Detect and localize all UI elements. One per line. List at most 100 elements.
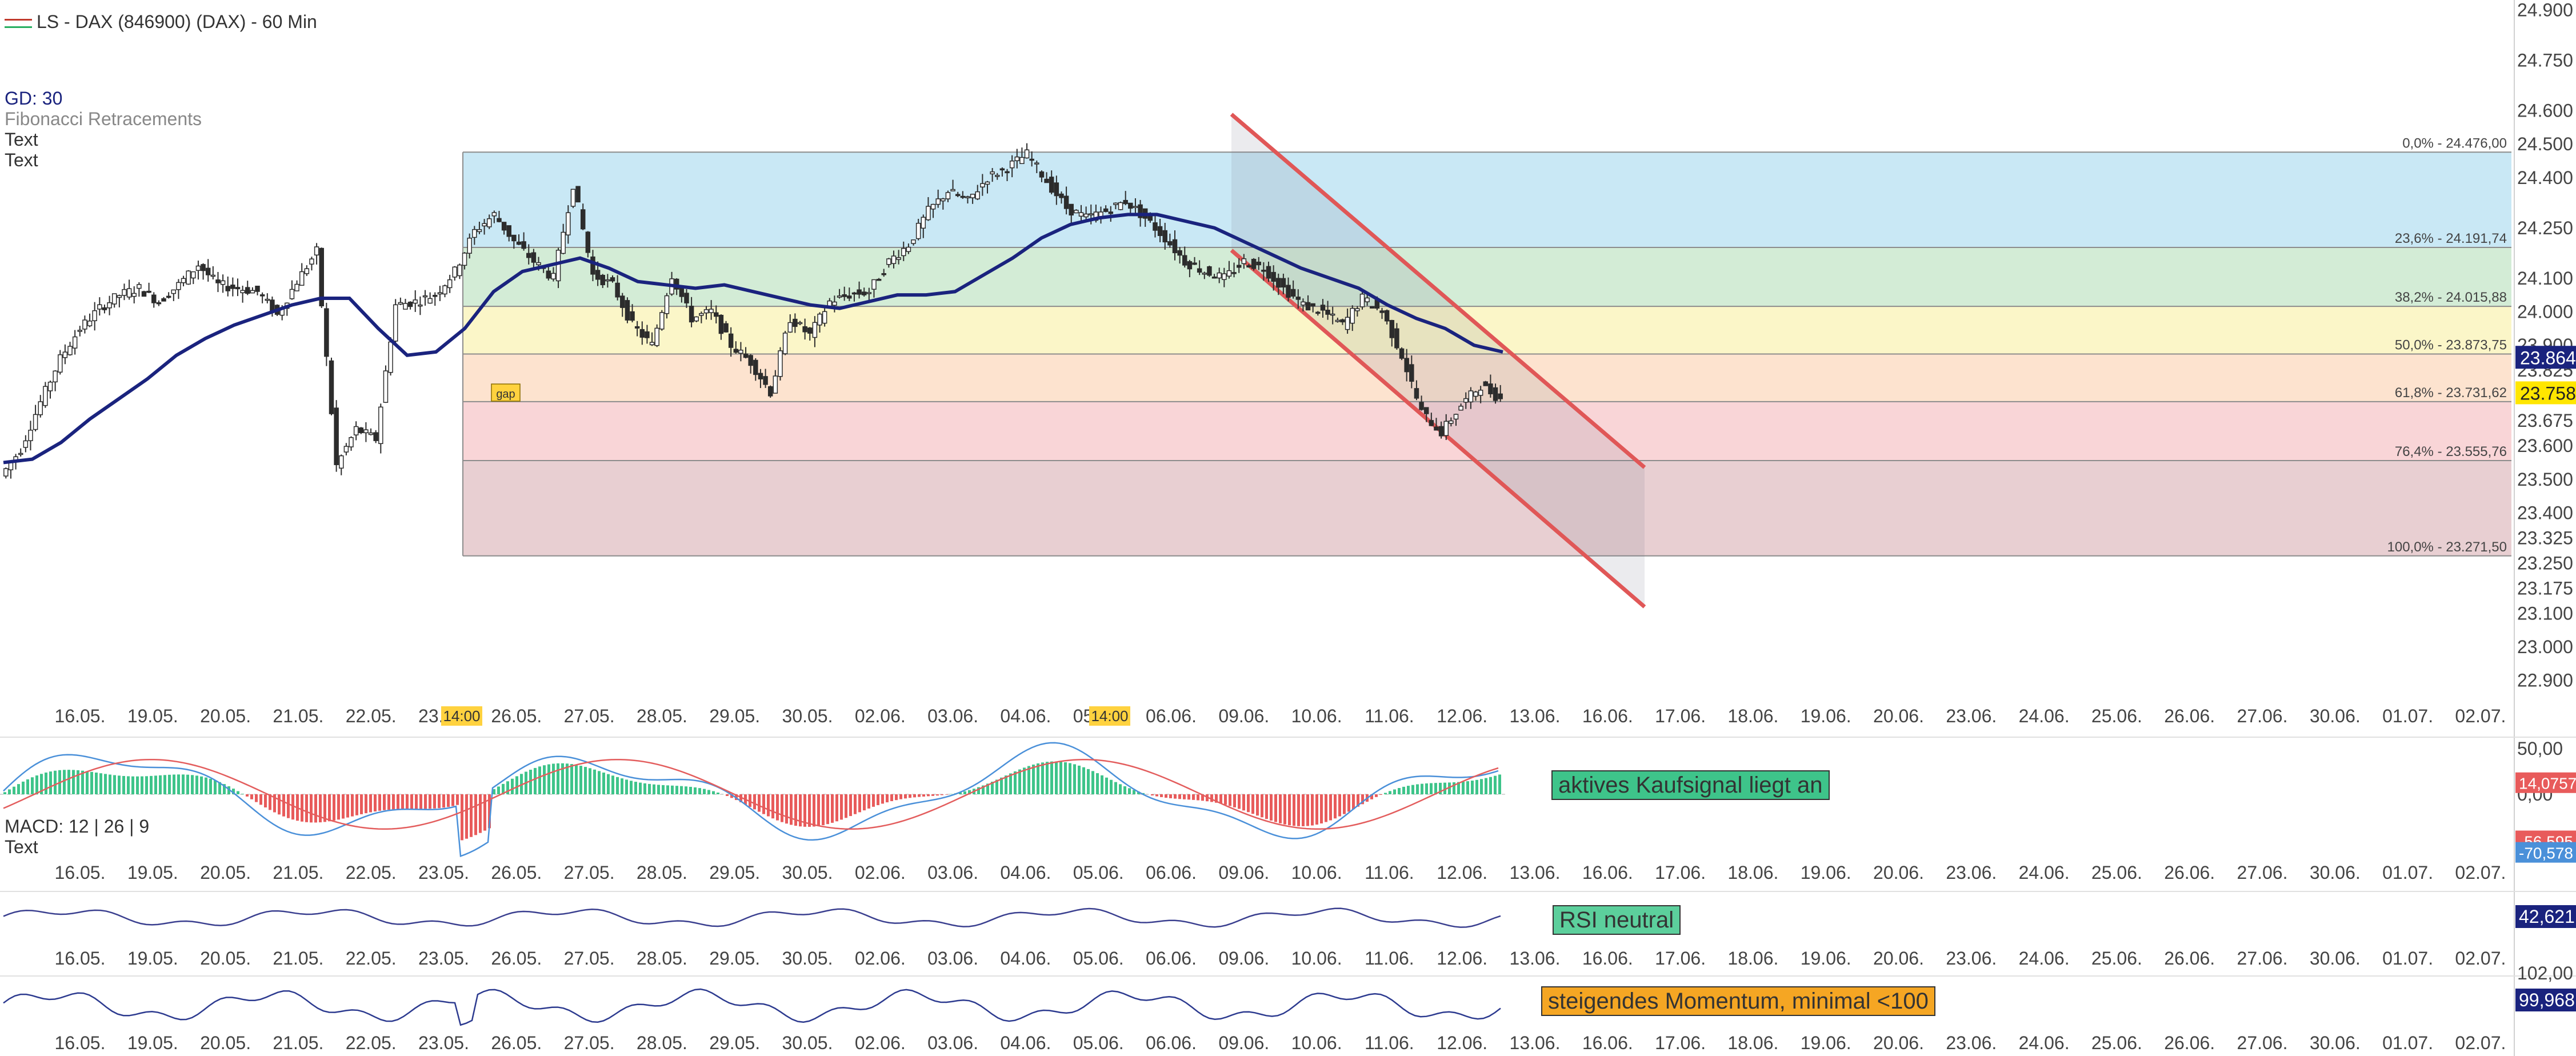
date-tick-label: 28.05. [637, 1033, 687, 1053]
date-tick-label: 20.05. [200, 1033, 251, 1053]
candle-body [822, 311, 827, 324]
date-tick-label: 09.06. [1218, 1033, 1269, 1053]
rsi-line [3, 907, 1501, 928]
candle-body [630, 311, 635, 321]
date-tick-label: 03.06. [927, 948, 978, 969]
macd-histogram-bar [611, 775, 614, 794]
candle-body [1325, 310, 1330, 315]
candle-body [358, 427, 364, 433]
macd-histogram-bar [145, 776, 148, 794]
date-tick-label: 23.06. [1946, 706, 1997, 726]
candle-body [1034, 162, 1039, 165]
candle-body [1290, 289, 1296, 297]
macd-histogram-bar [717, 793, 719, 794]
candle-body [422, 295, 428, 298]
macd-histogram-bar [264, 794, 267, 807]
candle-body [886, 258, 891, 265]
macd-histogram-bar [17, 784, 20, 794]
candle-body [1054, 182, 1059, 197]
macd-histogram-bar [397, 794, 399, 809]
candle-body [161, 298, 166, 302]
macd-histogram-bar [1411, 785, 1414, 794]
legend-text-2[interactable]: Text [5, 150, 38, 170]
macd-histogram-bar [173, 774, 175, 794]
macd-histogram-bar [447, 794, 450, 807]
macd-histogram-bar [662, 785, 665, 794]
macd-signal-line [3, 758, 1499, 830]
candle-body [418, 304, 423, 307]
macd-histogram-bar [387, 794, 390, 810]
price-tick-label: 23.100 [2517, 603, 2573, 623]
candle-body [1443, 421, 1449, 436]
last-price-badge [2515, 381, 2576, 405]
macd-histogram-bar [35, 775, 38, 794]
date-tick-label: 04.06. [1000, 706, 1051, 726]
candle-body [107, 302, 112, 309]
candle-body [1089, 213, 1094, 215]
macd-histogram-bar [1407, 786, 1410, 794]
candle-body [600, 275, 605, 286]
date-tick-label: 27.05. [564, 948, 615, 969]
macd-histogram-bar [707, 790, 710, 794]
macd-histogram-bar [776, 794, 779, 821]
macd-histogram-bar [858, 794, 861, 813]
date-tick-label: 22.05. [346, 862, 397, 883]
date-tick-label: 21.05. [273, 948, 323, 969]
macd-histogram-bar [278, 794, 281, 815]
price-tick-label: 24.750 [2517, 50, 2573, 71]
macd-histogram-bar [355, 794, 358, 815]
date-tick-label: 18.06. [1727, 706, 1778, 726]
macd-histogram-bar [383, 794, 386, 810]
candle-body [1069, 203, 1074, 216]
date-tick-label: 26.06. [2164, 1033, 2215, 1053]
macd-histogram-bar [95, 772, 98, 794]
candle-body [1123, 199, 1128, 205]
fib-zone [463, 247, 2511, 307]
date-tick-label: 01.07. [2382, 862, 2433, 883]
macd-histogram-bar [497, 786, 500, 794]
macd-histogram-bar [424, 794, 427, 809]
candle-body [1493, 387, 1498, 401]
candle-body [921, 217, 926, 229]
candle-body [555, 250, 561, 282]
legend-text-1[interactable]: Text [5, 129, 38, 150]
legend-macd[interactable]: MACD: 12 | 26 | 9 [5, 816, 150, 837]
candle-body [486, 218, 492, 227]
candle-body [102, 307, 107, 310]
candle-body [403, 303, 408, 310]
legend-gd[interactable]: GD: 30 [5, 88, 63, 109]
macd-histogram-bar [483, 794, 486, 831]
series-swatch-icon [5, 18, 32, 28]
macd-histogram-bar [1059, 761, 1062, 794]
macd-histogram-bar [739, 794, 742, 802]
candle-body [482, 223, 487, 227]
legend-macd-text[interactable]: Text [5, 837, 38, 857]
macd-histogram-bar [1329, 794, 1332, 821]
macd-histogram-bar [758, 794, 761, 812]
macd-histogram-bar [1398, 788, 1401, 794]
macd-histogram-bar [1055, 761, 1058, 794]
macd-value-badge [2515, 842, 2576, 863]
candle-body [664, 295, 670, 314]
macd-histogram-bar [1032, 765, 1035, 794]
candle-body [536, 262, 541, 266]
macd-histogram-bar [465, 794, 468, 839]
legend-fibonacci[interactable]: Fibonacci Retracements [5, 109, 202, 129]
candle-body [294, 283, 299, 291]
candle-body [447, 279, 453, 289]
macd-histogram-bar [177, 774, 180, 794]
candle-body [67, 346, 73, 355]
candle-body [363, 429, 369, 434]
candle-body [1355, 308, 1360, 311]
candle-body [28, 430, 33, 441]
date-tick-label: 23.05. [418, 862, 469, 883]
macd-histogram-bar [1485, 778, 1487, 794]
candle-body [1014, 156, 1020, 161]
fib-zone [463, 354, 2511, 402]
candle-body [1468, 390, 1474, 403]
macd-histogram-bar [360, 794, 363, 814]
candle-body [349, 437, 354, 447]
date-tick-label: 23.05. [418, 948, 469, 969]
date-tick-label: 24.06. [2019, 706, 2070, 726]
